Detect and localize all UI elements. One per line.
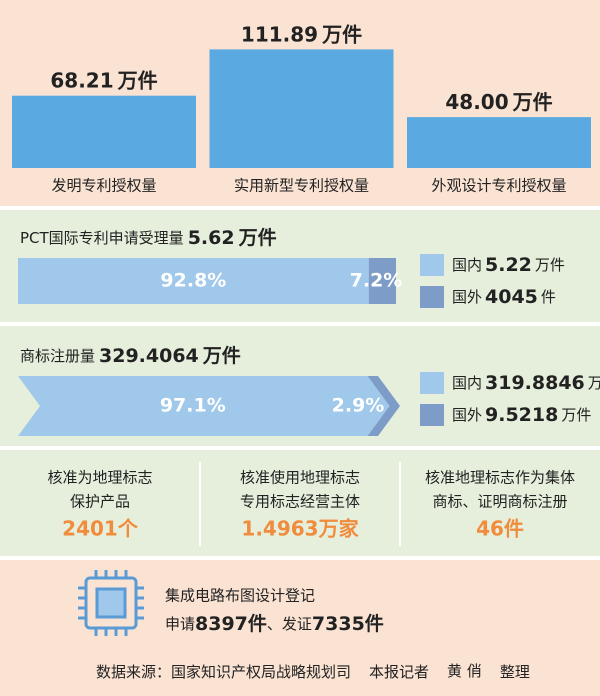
text-part: 329.4064 [99,345,199,367]
legend-entry: 国外9.5218万件 [452,404,591,426]
legend-entry: 国内5.22万件 [452,254,565,276]
section-title: 商标注册量329.4064万件 [20,344,241,367]
bar-category: 外观设计专利授权量 [431,177,566,195]
geo-text: 核准使用地理标志 [240,469,360,487]
text-part: 本报记者 [369,663,429,681]
geo-text: 保护产品 [70,493,130,511]
text-part: 8397件 [195,612,267,635]
text-part: 万件 [202,344,241,367]
text-part: 整理 [500,663,530,681]
geo-text: 商标、证明商标注册 [432,493,567,511]
text-part: 申请 [165,615,195,633]
text-part: 件 [541,288,556,306]
legend-entry: 国外4045件 [452,286,556,308]
text-part: 、发证 [267,615,312,633]
bar [210,49,394,168]
geo-figure: 1.4963万家 [241,517,359,541]
text-part: 7335件 [312,612,384,635]
section-title: PCT国际专利申请受理量5.62万件 [20,226,277,249]
text-part: PCT国际专利申请受理量 [20,229,184,247]
text-part: 万件 [512,90,553,114]
text-part: 国内 [452,256,482,274]
text-part: 5.62 [188,227,235,249]
text-part: 黄 俏 [447,662,482,680]
text-part: 9.5218 [485,404,558,426]
bar [407,117,591,168]
text-part: 万件 [561,406,591,424]
legend-swatch [420,254,444,276]
legend-swatch [420,372,444,394]
bar-category: 发明专利授权量 [51,177,156,195]
text-part: 万件 [321,22,362,46]
text-part: 万件 [535,256,565,274]
legend-swatch [420,404,444,426]
text-part: 万件 [588,374,600,392]
legend-entry: 国内319.8846万件 [452,372,600,394]
text-part: 万件 [117,68,158,92]
share-label: 97.1% [160,395,226,417]
text-part: 国外 [452,288,482,306]
share-label: 2.9% [332,395,385,417]
text-part: 319.8846 [485,372,585,394]
text-part: 4045 [485,286,538,308]
legend-swatch [420,286,444,308]
share-label: 92.8% [160,270,226,292]
text-part: 5.22 [485,254,532,276]
share-label: 7.2% [350,270,403,292]
bar-value-label: 48.00万件 [445,90,552,114]
geo-text: 核准地理标志作为集体 [425,469,575,487]
footer: 数据来源：国家知识产权局战略规划司本报记者黄 俏整理 [96,662,530,681]
text-part: 68.21 [50,68,113,92]
geo-text: 核准为地理标志 [47,469,152,487]
text-part: 万件 [238,226,277,249]
geo-text: 专用标志经营主体 [240,493,360,511]
bar-value-label: 111.89万件 [241,22,362,46]
bar-category: 实用新型专利授权量 [234,177,369,195]
text-part: 111.89 [241,22,318,46]
geo-figure: 46件 [476,517,524,541]
ic-title: 集成电路布图设计登记 [165,587,315,605]
bar-value-label: 68.21万件 [50,68,157,92]
bar [12,96,196,168]
ic-line: 申请8397件、发证7335件 [165,612,384,635]
text-part: 国内 [452,374,482,392]
text-part: 商标注册量 [20,347,95,365]
geo-figure: 2401个 [62,517,139,541]
text-part: 48.00 [445,90,508,114]
text-part: 国外 [452,406,482,424]
text-part: 数据来源：国家知识产权局战略规划司 [96,663,351,681]
